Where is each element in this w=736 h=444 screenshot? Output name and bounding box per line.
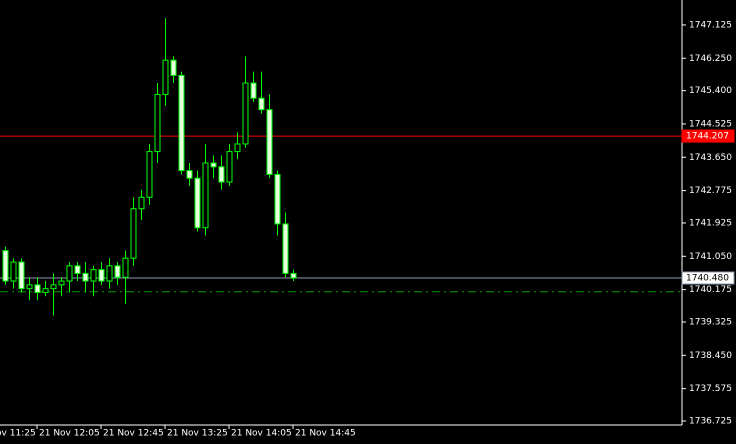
y-tick-label: 1736.725 [689,417,732,427]
candle-body [74,265,81,274]
price-label-box [681,129,735,143]
candle-body [98,269,105,282]
candle-body [202,162,209,229]
candle-body [290,272,297,279]
candle-body [146,151,153,198]
x-tick-label: 21 Nov 11:25 [0,429,36,439]
y-tick-label: 1741.050 [689,252,732,262]
candle-body [66,265,73,282]
x-tick-label: 21 Nov 14:45 [295,429,356,439]
y-tick-label: 1738.450 [689,351,732,361]
candle-body [2,250,9,282]
candle-body [82,272,89,282]
x-tick-label: 21 Nov 14:05 [231,429,292,439]
y-tick-label: 1744.525 [689,119,732,129]
y-tick-label: 1739.325 [689,317,732,327]
candle-body [226,151,233,183]
candle-body [218,166,225,183]
candle-body [250,82,257,99]
y-tick-label: 1737.575 [689,384,732,394]
candle-body [122,257,129,278]
y-tick-label: 1740.175 [689,285,732,295]
candle-body [234,143,241,153]
candle-body [258,97,265,111]
x-tick-label: 21 Nov 12:05 [39,429,100,439]
plot-area [0,18,682,316]
candle-body [34,284,41,293]
candle-body [154,93,161,153]
candle-body [90,269,97,282]
candle-body [162,59,169,95]
candle-body [186,170,193,179]
candle-body [274,173,281,225]
candle-body [58,280,65,286]
candle-body [10,261,17,282]
candle-body [170,59,177,76]
candle-body [242,82,249,145]
x-tick-label: 21 Nov 13:25 [167,429,228,439]
x-tick-label: 21 Nov 12:45 [103,429,164,439]
candle-body [178,74,185,172]
price-label: 1744.207 [686,132,729,142]
candle-body [138,196,145,210]
candle-body [18,261,25,290]
price-label: 1740.480 [686,274,729,284]
y-tick-label: 1745.400 [689,86,732,96]
candle-body [210,162,217,168]
candle-body [282,223,289,274]
candle-body [266,109,273,175]
candle-body [42,288,49,293]
candle-body [106,265,113,282]
candle-body [114,265,121,278]
y-tick-label: 1742.775 [689,186,732,196]
price-label-box [681,271,735,285]
candle-body [194,177,201,229]
candle-body [50,284,57,290]
candle-body [130,208,137,259]
y-tick-label: 1741.925 [689,218,732,228]
y-tick-label: 1743.650 [689,153,732,163]
y-tick-label: 1747.125 [689,20,732,30]
y-tick-label: 1746.250 [689,54,732,64]
candle-body [26,284,33,290]
